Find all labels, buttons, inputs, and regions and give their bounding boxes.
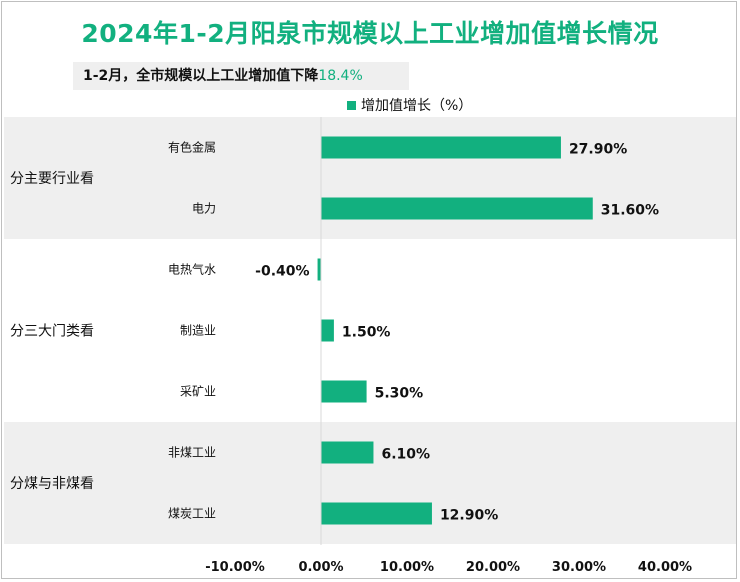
bar-1-0: [317, 258, 321, 281]
chart-title: 2024年1-2月阳泉市规模以上工业增加值增长情况: [81, 19, 659, 48]
bar-0-0: [321, 136, 561, 159]
bar-2-1: [321, 502, 432, 525]
x-tick-label-0: -10.00%: [205, 560, 265, 575]
group-label-0: 分主要行业看: [10, 171, 94, 187]
legend-swatch: [347, 100, 356, 110]
chart-legend: 增加值增长（%）: [347, 96, 472, 116]
bar-0-1: [321, 197, 593, 220]
category-label-1-1: 制造业: [180, 324, 216, 338]
group-label-2: 分煤与非煤看: [10, 476, 94, 492]
bar-1-2: [321, 380, 367, 403]
x-tick-label-2: 10.00%: [380, 560, 434, 575]
x-tick-label-4: 30.00%: [552, 560, 606, 575]
data-label-1-0: -0.40%: [255, 264, 309, 280]
group-band-2: [4, 422, 736, 544]
category-label-0-1: 电力: [192, 202, 216, 216]
category-label-1-0: 电热气水: [168, 262, 216, 277]
category-label-2-0: 非煤工业: [168, 446, 216, 460]
data-label-1-1: 1.50%: [342, 325, 391, 341]
subtitle-highlight: 18.4%: [318, 68, 363, 84]
data-label-2-1: 12.90%: [440, 508, 498, 524]
subtitle-box: 1-2月，全市规模以上工业增加值下降18.4%: [73, 62, 409, 90]
category-label-1-2: 采矿业: [180, 385, 216, 399]
group-band-0: [4, 117, 736, 239]
bar-2-0: [321, 441, 374, 464]
data-label-0-1: 31.60%: [601, 203, 659, 219]
data-label-0-0: 27.90%: [569, 142, 627, 158]
group-label-1: 分三大门类看: [10, 324, 94, 340]
x-tick-label-1: 0.00%: [298, 560, 343, 575]
subtitle-text: 1-2月，全市规模以上工业增加值下降: [83, 68, 319, 84]
x-tick-label-5: 40.00%: [638, 560, 692, 575]
category-label-2-1: 煤炭工业: [168, 507, 216, 521]
bar-1-1: [321, 319, 334, 342]
category-label-0-0: 有色金属: [168, 140, 216, 155]
legend-label: 增加值增长（%）: [361, 98, 473, 114]
data-label-1-2: 5.30%: [375, 386, 424, 402]
data-label-2-0: 6.10%: [381, 447, 430, 463]
x-tick-label-3: 20.00%: [466, 560, 520, 575]
